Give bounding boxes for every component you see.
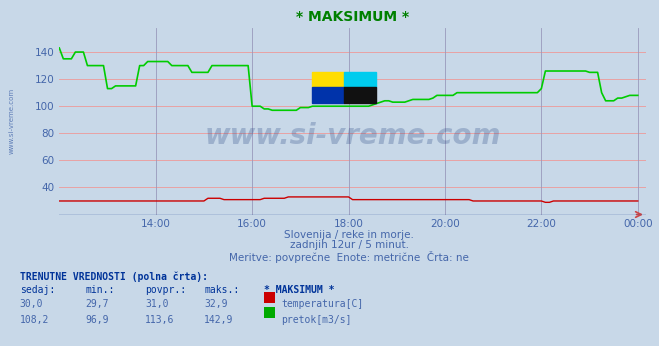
Text: maks.:: maks.: — [204, 285, 239, 295]
Bar — [312, 72, 344, 88]
Text: * MAKSIMUM *: * MAKSIMUM * — [264, 285, 334, 295]
Text: TRENUTNE VREDNOSTI (polna črta):: TRENUTNE VREDNOSTI (polna črta): — [20, 272, 208, 282]
Text: povpr.:: povpr.: — [145, 285, 186, 295]
Text: Meritve: povprečne  Enote: metrične  Črta: ne: Meritve: povprečne Enote: metrične Črta:… — [229, 251, 469, 263]
Text: 113,6: 113,6 — [145, 315, 175, 325]
Text: Slovenija / reke in morje.: Slovenija / reke in morje. — [284, 230, 415, 240]
Text: temperatura[C]: temperatura[C] — [281, 299, 364, 309]
Title: * MAKSIMUM *: * MAKSIMUM * — [296, 10, 409, 24]
Text: 96,9: 96,9 — [86, 315, 109, 325]
Text: 30,0: 30,0 — [20, 299, 43, 309]
Text: 108,2: 108,2 — [20, 315, 49, 325]
Text: 29,7: 29,7 — [86, 299, 109, 309]
Bar — [344, 72, 376, 88]
Text: zadnjih 12ur / 5 minut.: zadnjih 12ur / 5 minut. — [290, 240, 409, 251]
Bar — [344, 88, 376, 103]
Text: www.si-vreme.com: www.si-vreme.com — [9, 88, 15, 154]
Bar — [312, 88, 344, 103]
Text: 31,0: 31,0 — [145, 299, 169, 309]
Text: 142,9: 142,9 — [204, 315, 234, 325]
Text: www.si-vreme.com: www.si-vreme.com — [204, 122, 501, 150]
Text: pretok[m3/s]: pretok[m3/s] — [281, 315, 352, 325]
Text: 32,9: 32,9 — [204, 299, 228, 309]
Text: min.:: min.: — [86, 285, 115, 295]
Text: sedaj:: sedaj: — [20, 285, 55, 295]
